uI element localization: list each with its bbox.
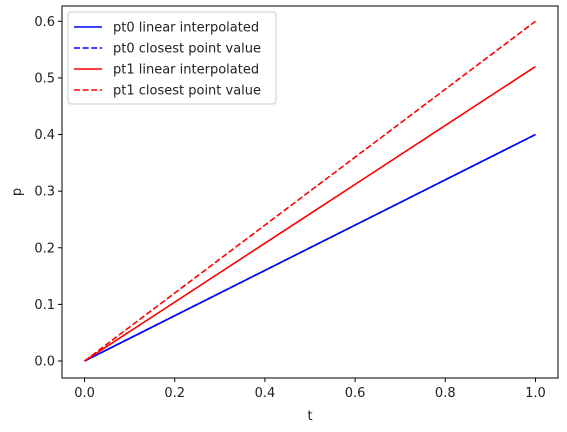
legend-label-1: pt0 closest point value <box>113 42 261 57</box>
legend-label-3: pt1 closest point value <box>113 84 261 99</box>
legend-label-2: pt1 linear interpolated <box>113 63 259 78</box>
y-tick-label: 0.0 <box>34 355 55 370</box>
y-axis: 0.0 0.1 0.2 0.3 0.4 0.5 0.6 <box>34 15 62 370</box>
x-tick-label: 0.0 <box>74 386 95 401</box>
y-tick-label: 0.2 <box>34 241 55 256</box>
legend: pt0 linear interpolated pt0 closest point… <box>67 11 277 105</box>
legend-box <box>67 11 277 105</box>
y-tick-label: 0.1 <box>34 298 55 313</box>
x-tick-label: 0.2 <box>164 386 185 401</box>
y-tick-label: 0.3 <box>34 185 55 200</box>
plot-frame <box>61 5 559 379</box>
series-layer <box>84 20 536 362</box>
series-line-2 <box>84 65 536 362</box>
legend-label-0: pt0 linear interpolated <box>113 21 259 36</box>
series-line-1 <box>84 133 536 362</box>
y-axis-label: p <box>10 188 25 196</box>
y-tick-label: 0.6 <box>34 15 55 30</box>
x-axis: 0.0 0.2 0.4 0.6 0.8 1.0 <box>74 378 546 401</box>
x-tick-label: 0.4 <box>255 386 276 401</box>
x-tick-label: 0.8 <box>435 386 456 401</box>
legend-items: pt0 linear interpolated pt0 closest point… <box>74 21 261 99</box>
x-axis-label: t <box>307 409 312 424</box>
y-tick-label: 0.4 <box>34 128 55 143</box>
y-tick-label: 0.5 <box>34 71 55 86</box>
x-tick-label: 0.6 <box>345 386 366 401</box>
x-tick-label: 1.0 <box>525 386 546 401</box>
